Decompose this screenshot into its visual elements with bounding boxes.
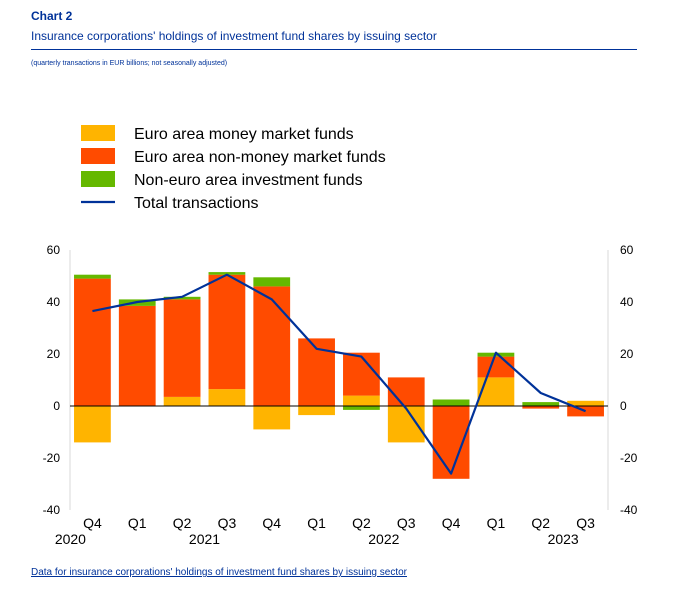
x-tick-label: Q2 xyxy=(531,515,550,531)
bar-segment xyxy=(208,389,246,406)
y-tick-label-right: 40 xyxy=(620,295,634,309)
x-tick-label: Q1 xyxy=(307,515,326,531)
bar-segment xyxy=(74,406,111,443)
data-download-link[interactable]: Data for insurance corporations' holding… xyxy=(31,567,407,578)
y-tick-label-left: 20 xyxy=(47,347,61,361)
legend-swatch xyxy=(81,171,115,187)
x-tick-label: Q1 xyxy=(487,515,506,531)
bar-segment xyxy=(208,274,246,390)
x-tick-label: Q3 xyxy=(397,515,416,531)
y-tick-label-left: 60 xyxy=(47,243,61,257)
x-tick-label: Q2 xyxy=(173,515,192,531)
x-tick-label: Q4 xyxy=(442,515,461,531)
y-tick-label-right: -40 xyxy=(620,503,638,517)
chart-subtitle: (quarterly transactions in EUR billions;… xyxy=(31,60,228,67)
x-tick-label: Q3 xyxy=(218,515,237,531)
bar-segment xyxy=(522,402,560,406)
bar-segment xyxy=(343,395,380,406)
chart-title: Insurance corporations' holdings of inve… xyxy=(31,29,437,43)
bar-segment xyxy=(253,286,291,406)
bar-segment xyxy=(163,299,201,397)
y-tick-label-right: 0 xyxy=(620,399,627,413)
bar-segment xyxy=(163,296,201,300)
legend-swatch xyxy=(81,125,115,141)
bar-segment xyxy=(432,399,470,406)
year-label: 2021 xyxy=(189,531,220,547)
bar-segment xyxy=(343,352,380,396)
y-tick-label-left: 0 xyxy=(53,399,60,413)
y-tick-label-left: -20 xyxy=(43,451,61,465)
bar-segment xyxy=(522,406,560,409)
bar-segment xyxy=(74,274,111,279)
year-label: 2020 xyxy=(55,531,86,547)
bar-segment xyxy=(567,400,604,406)
y-tick-label-right: 60 xyxy=(620,243,634,257)
legend-swatch xyxy=(81,148,115,164)
bar-segment xyxy=(253,406,291,430)
chart-label: Chart 2 xyxy=(31,9,73,23)
y-tick-label-left: 40 xyxy=(47,295,61,309)
y-tick-label-left: -40 xyxy=(43,503,61,517)
title-divider xyxy=(31,49,637,50)
bar-segment xyxy=(387,406,425,443)
x-tick-label: Q3 xyxy=(576,515,595,531)
year-label: 2022 xyxy=(368,531,399,547)
y-tick-label-right: -20 xyxy=(620,451,638,465)
total-transactions-line xyxy=(92,273,586,475)
bar-segment xyxy=(298,406,335,416)
x-tick-label: Q4 xyxy=(83,515,102,531)
bar-segment xyxy=(432,406,470,479)
bar-segment xyxy=(163,396,201,406)
x-tick-label: Q2 xyxy=(352,515,371,531)
x-tick-label: Q4 xyxy=(262,515,281,531)
legend-label: Total transactions xyxy=(134,195,259,212)
bar-segment xyxy=(118,305,156,406)
legend-label: Non-euro area investment funds xyxy=(134,172,363,189)
year-label: 2023 xyxy=(548,531,579,547)
bar-segment xyxy=(387,377,425,406)
bar-segment xyxy=(477,356,515,378)
bar-segment xyxy=(74,278,111,406)
y-tick-label-right: 20 xyxy=(620,347,634,361)
bar-segment xyxy=(477,377,515,406)
legend-label: Euro area non-money market funds xyxy=(134,149,386,166)
legend-label: Euro area money market funds xyxy=(134,126,354,143)
bar-segment xyxy=(343,406,380,410)
bar-segment xyxy=(208,272,246,275)
x-tick-label: Q1 xyxy=(128,515,147,531)
bar-segment xyxy=(253,277,291,287)
